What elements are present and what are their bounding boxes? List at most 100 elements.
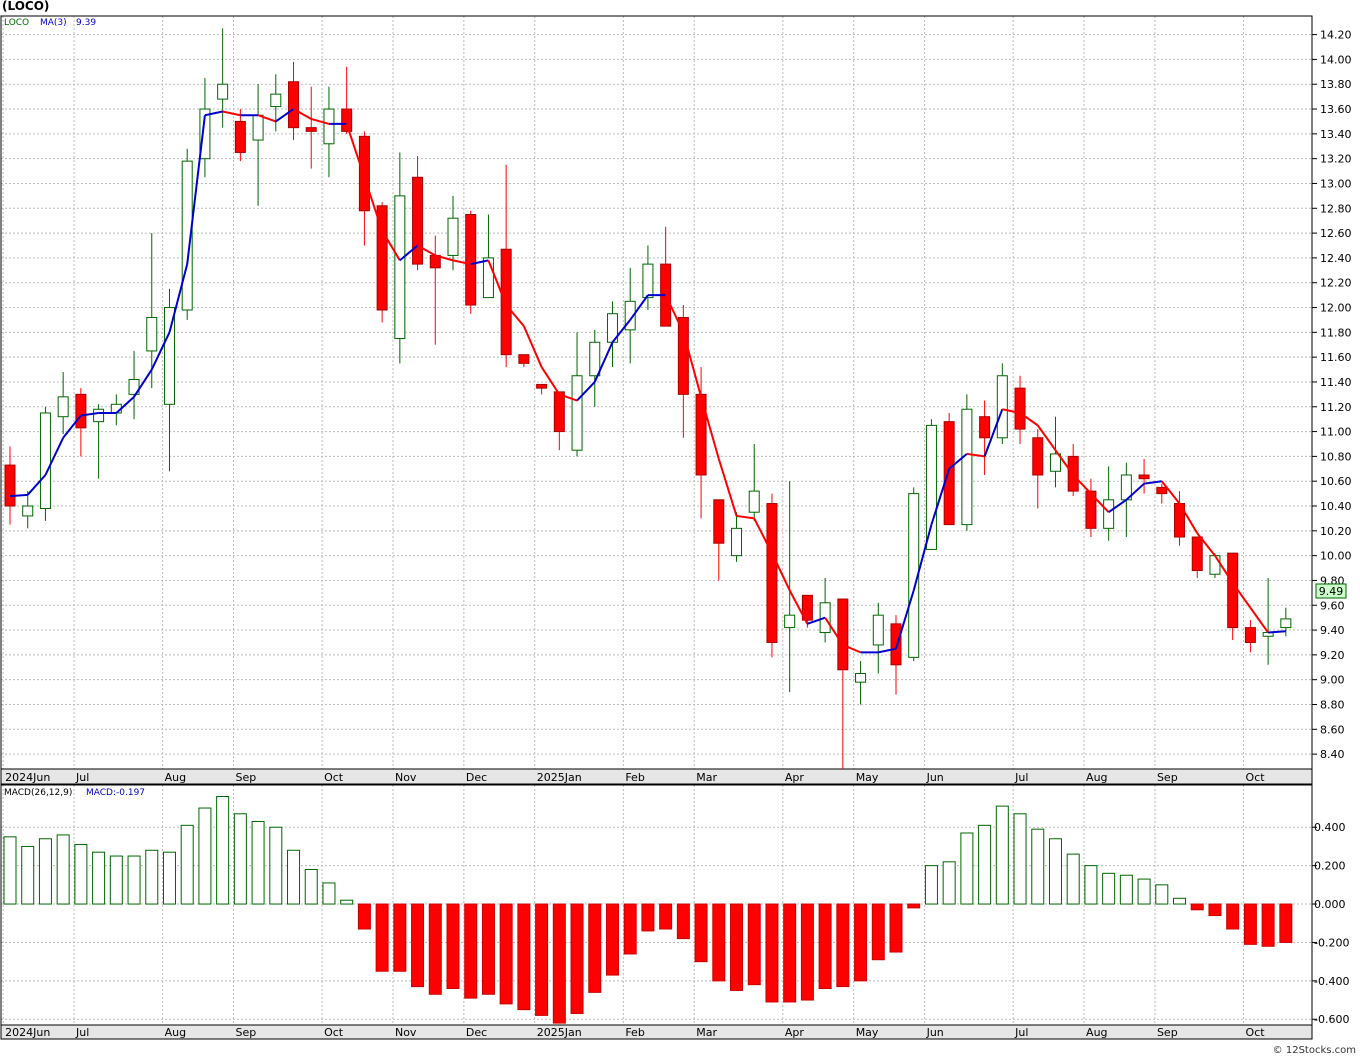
candle-body	[1138, 474, 1150, 480]
ma-segment	[593, 341, 614, 383]
x-tick-label: Jul	[1014, 771, 1028, 784]
macd-bar	[127, 855, 141, 905]
macd-bar	[1208, 903, 1222, 917]
macd-bar	[1031, 828, 1045, 905]
macd-xaxis-band	[0, 1024, 1313, 1040]
x-tick-label: Jul	[75, 771, 89, 784]
macd-bar	[499, 903, 513, 1005]
macd-panel-frame	[0, 784, 1313, 1026]
ma-segment	[62, 414, 82, 439]
macd-bar	[375, 903, 389, 972]
macd-bar	[978, 824, 992, 905]
candle-body	[305, 127, 317, 132]
candle-body	[801, 594, 813, 621]
macd-bar	[676, 903, 690, 940]
ma-segment	[664, 294, 685, 333]
candle-body	[536, 383, 548, 389]
candle-body	[1227, 552, 1239, 629]
ma-segment	[1090, 492, 1110, 513]
macd-bar	[1137, 878, 1151, 905]
price-xaxis-band	[0, 768, 1313, 785]
macd-bar	[535, 903, 549, 1016]
x-tick-label: Nov	[395, 1026, 417, 1039]
macd-bar	[765, 903, 779, 1003]
macd-bar	[605, 903, 619, 976]
price-y-tick-label: 14.20	[1320, 29, 1352, 42]
price-y-tick-label: 12.80	[1320, 202, 1352, 215]
ma-segment	[895, 590, 915, 649]
macd-legend-value: MACD:-0.197	[86, 788, 145, 798]
candle-body	[961, 408, 973, 526]
macd-bar	[1119, 874, 1133, 905]
ma-segment	[186, 115, 206, 265]
price-y-axis: 14.20 14.00 13.80 13.60 13.40 13.20 13.00 12.80…	[1312, 29, 1352, 761]
macd-bar	[92, 851, 106, 905]
x-tick-label: Jul	[75, 1026, 89, 1039]
candle-body	[748, 490, 760, 513]
macd-y-axis: 0.400 0.200 0.000 -0.200 -0.400 -0.600	[1312, 821, 1349, 1026]
ma-segment	[275, 108, 295, 123]
x-tick-label: Oct	[324, 1026, 344, 1039]
ma-segment	[1249, 607, 1269, 634]
ma-segment	[807, 616, 826, 625]
price-y-tick-label: 10.60	[1320, 475, 1352, 488]
price-y-tick-label: 11.00	[1320, 426, 1352, 439]
ma-segment	[381, 230, 401, 261]
ma-segment	[1196, 532, 1216, 557]
macd-bar	[747, 903, 761, 986]
macd-bar	[730, 903, 744, 991]
ma-segment	[966, 452, 985, 458]
ma-segment	[912, 524, 933, 591]
ma-segment	[1054, 449, 1075, 476]
price-y-tick-label: 8.60	[1320, 723, 1345, 736]
footer-credit: © 12Stocks.com	[1272, 1045, 1356, 1056]
price-y-tick-label: 11.60	[1320, 351, 1352, 364]
candle-body	[22, 505, 34, 517]
macd-bar	[889, 903, 903, 953]
candle-body	[341, 108, 353, 132]
candle-body	[1156, 486, 1168, 495]
macd-bar	[659, 903, 673, 930]
macd-bar	[836, 903, 850, 988]
ma-segment	[222, 110, 241, 117]
price-y-tick-label: 12.00	[1320, 302, 1352, 315]
price-y-tick-label: 12.20	[1320, 277, 1352, 290]
ma-segment	[399, 244, 419, 262]
macd-bar	[818, 903, 832, 990]
candle-body	[1244, 627, 1256, 643]
candle-body	[93, 408, 105, 423]
ma-segment	[487, 260, 508, 306]
ma-segment	[505, 304, 525, 327]
price-y-tick-label: 9.60	[1320, 599, 1345, 612]
ma-segment	[540, 366, 561, 395]
macd-bar	[446, 903, 460, 990]
price-y-tick-label: 10.00	[1320, 550, 1352, 563]
macd-y-tick-label: -0.400	[1314, 975, 1349, 988]
x-tick-label: Jun	[926, 771, 944, 784]
last-price-badge: 9.49	[1315, 583, 1347, 599]
x-tick-label: Sep	[1157, 771, 1178, 784]
price-y-tick-label: 10.80	[1320, 450, 1352, 463]
candle-body	[943, 421, 955, 526]
macd-bar	[1261, 903, 1275, 947]
candle-body	[1032, 437, 1044, 476]
x-tick-label: Jul	[1014, 1026, 1028, 1039]
macd-bar	[907, 903, 921, 909]
x-tick-label: May	[856, 1026, 879, 1039]
x-tick-label: May	[856, 771, 879, 784]
macd-bar	[1173, 897, 1187, 905]
x-tick-label: Aug	[165, 771, 186, 784]
ma-segment	[345, 123, 366, 178]
macd-bar	[162, 851, 176, 905]
macd-bar	[1048, 838, 1062, 905]
macd-bar	[393, 903, 407, 972]
price-y-tick-label: 13.60	[1320, 103, 1352, 116]
price-y-tick-label: 11.80	[1320, 326, 1352, 339]
moving-average-series	[9, 108, 1286, 654]
macd-bar	[1013, 813, 1027, 905]
macd-bar	[357, 903, 371, 930]
x-tick-label: Sep	[236, 1026, 257, 1039]
x-tick-label: 2024Jun	[5, 771, 50, 784]
candle-body	[57, 396, 69, 418]
candle-body	[1049, 453, 1061, 472]
